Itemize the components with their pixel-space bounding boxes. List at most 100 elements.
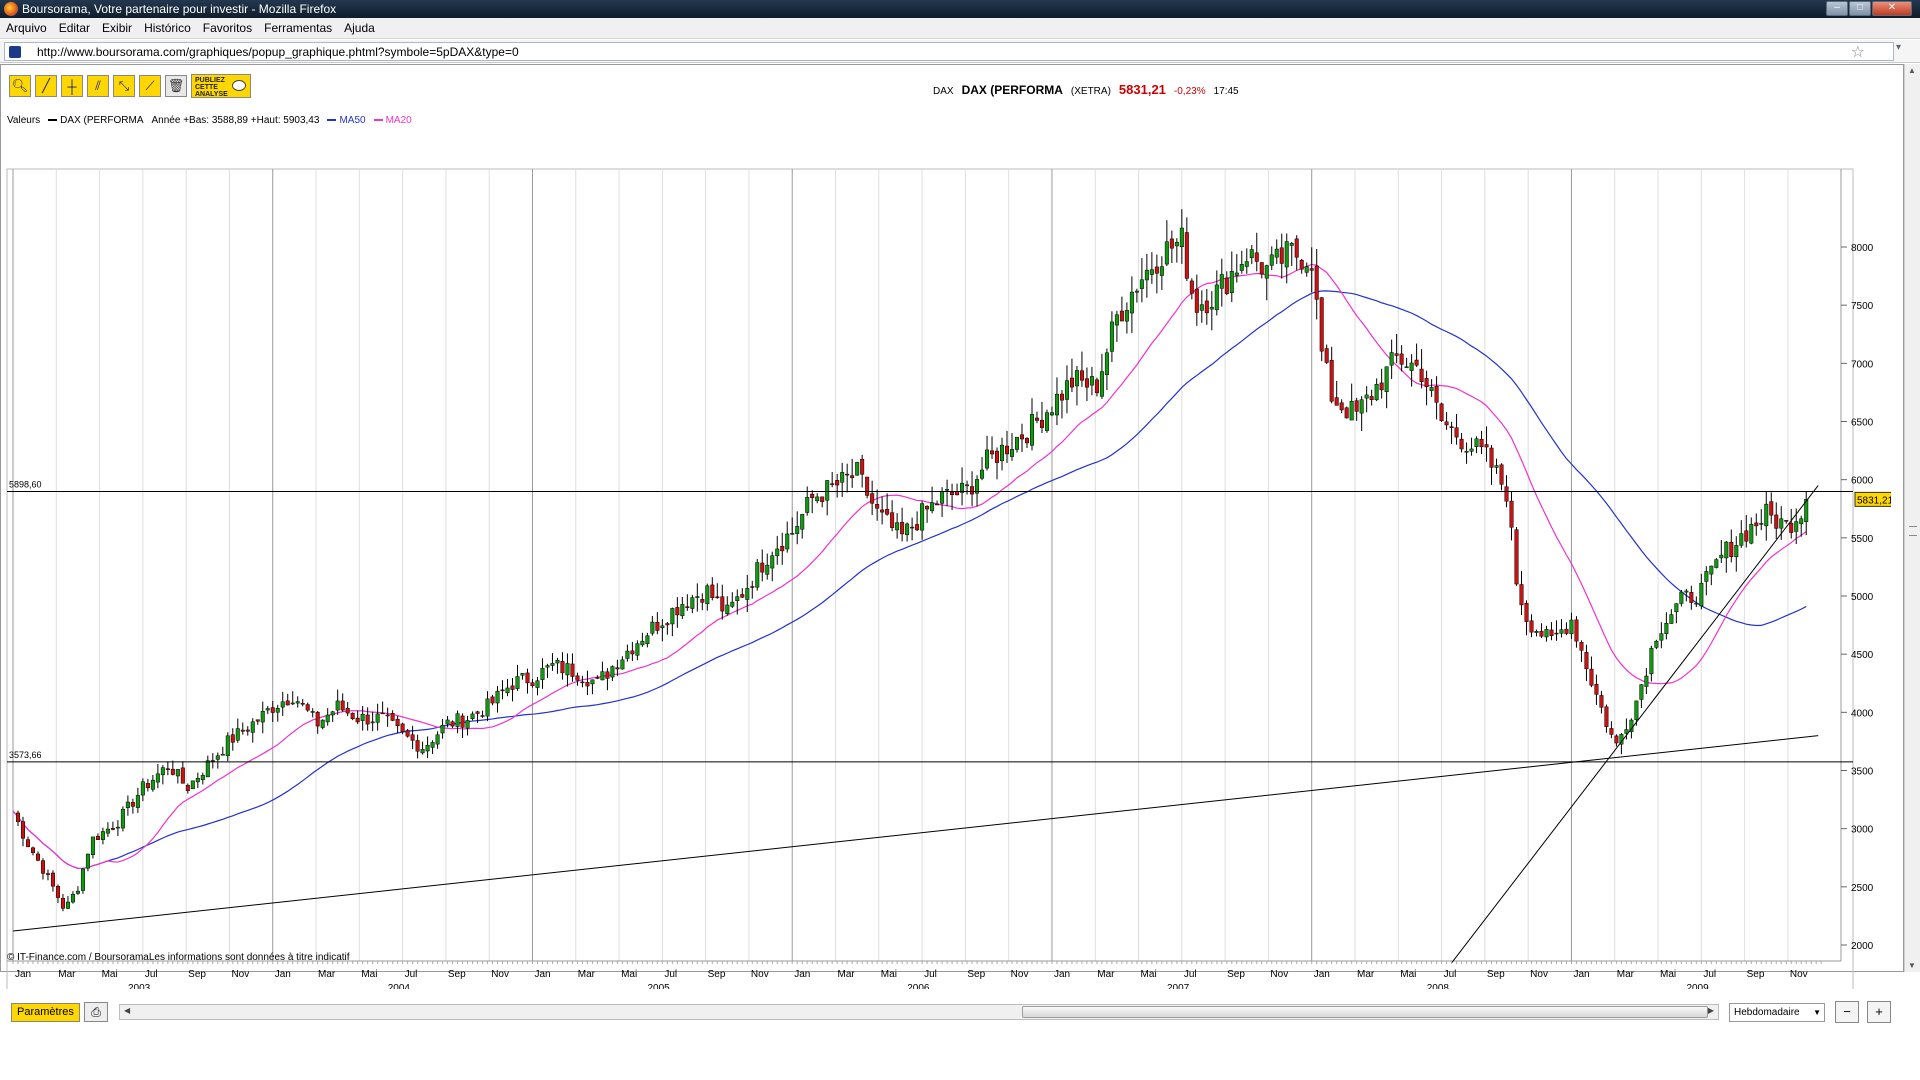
- scroll-right-icon[interactable]: ▶: [1707, 1006, 1714, 1015]
- scroll-thumb[interactable]: [1022, 1006, 1708, 1018]
- bookmark-star-icon[interactable]: ☆: [1850, 44, 1865, 61]
- zoom-in-icon[interactable]: +: [1867, 1001, 1891, 1023]
- menu-ferramentas[interactable]: Ferramentas: [264, 21, 333, 35]
- candle-body: [820, 496, 825, 502]
- url-text[interactable]: http://www.boursorama.com/graphiques/pop…: [37, 45, 519, 59]
- print-icon[interactable]: ⎙: [84, 1002, 108, 1022]
- menu-editar[interactable]: Editar: [58, 21, 91, 35]
- x-tick-label: Nov: [231, 969, 249, 980]
- scroll-down-icon[interactable]: ▼: [1908, 961, 1916, 970]
- candle-body: [1094, 379, 1099, 394]
- candle-body: [1769, 501, 1774, 516]
- candle-body: [1119, 310, 1124, 322]
- candle-body: [220, 753, 225, 756]
- close-button[interactable]: ✕: [1872, 1, 1912, 16]
- candle-body: [385, 714, 390, 717]
- candle-body: [650, 621, 655, 634]
- parallel-lines-icon[interactable]: ⟋: [139, 75, 161, 97]
- window-titlebar: Boursorama, Votre partenaire pour invest…: [0, 0, 1920, 18]
- period-select[interactable]: Hebdomadaire ▼: [1729, 1003, 1825, 1022]
- candle-body: [1739, 533, 1744, 546]
- candle-body: [1329, 360, 1334, 402]
- trend-channel-icon[interactable]: ⫽: [87, 75, 109, 97]
- candle-body: [810, 493, 815, 499]
- year-label: 2005: [647, 983, 670, 989]
- window-dropdown-icon[interactable]: ▾: [1896, 42, 1902, 53]
- legend-ma20: MA20: [373, 115, 412, 126]
- candle-body: [905, 523, 910, 536]
- scroll-grip[interactable]: [1909, 526, 1917, 536]
- trash-icon[interactable]: 🗑︎: [165, 75, 187, 97]
- parameters-button[interactable]: Paramètres: [11, 1003, 80, 1022]
- y-tick-label: 4000: [1851, 708, 1874, 719]
- candle-body: [655, 621, 660, 631]
- candle-body: [1354, 400, 1359, 412]
- horizontal-line-icon[interactable]: ┼: [61, 75, 83, 97]
- candle-body: [1624, 729, 1629, 734]
- candle-body: [325, 714, 330, 723]
- maximize-button[interactable]: □: [1849, 1, 1871, 16]
- candle-body: [845, 473, 850, 476]
- menu-arquivo[interactable]: Arquivo: [6, 21, 47, 35]
- candle-body: [1469, 448, 1474, 452]
- candle-body: [1424, 378, 1429, 388]
- period-select-value: Hebdomadaire: [1734, 1007, 1800, 1018]
- candle-body: [620, 659, 625, 670]
- candle-body: [970, 486, 975, 495]
- candle-body: [500, 689, 505, 692]
- y-tick-label: 8000: [1851, 243, 1874, 254]
- candle-body: [1444, 421, 1449, 426]
- candle-body: [340, 700, 345, 711]
- candle-body: [1464, 451, 1469, 453]
- publish-analysis-button[interactable]: PUBLIEZ CETTE ANALYSE: [191, 74, 251, 98]
- chevron-down-icon: ▼: [1813, 1008, 1821, 1017]
- menu-historico[interactable]: Histórico: [144, 21, 191, 35]
- candle-body: [1189, 280, 1194, 294]
- chart-horizontal-scrollbar[interactable]: ◀ ▶: [119, 1004, 1719, 1020]
- url-field[interactable]: http://www.boursorama.com/graphiques/pop…: [4, 42, 1894, 61]
- zoom-out-icon[interactable]: −: [1835, 1001, 1859, 1023]
- candle-body: [1804, 499, 1809, 522]
- candle-body: [125, 801, 130, 808]
- page-vertical-scrollbar[interactable]: ▲ ▼: [1904, 64, 1920, 972]
- legend-valeurs: Valeurs: [7, 115, 41, 126]
- minimize-button[interactable]: –: [1826, 1, 1848, 16]
- candle-body: [1399, 353, 1404, 365]
- candle-body: [1594, 684, 1599, 695]
- fibonacci-icon[interactable]: ⤡: [113, 75, 135, 97]
- candle-body: [525, 672, 530, 684]
- candle-body: [595, 677, 600, 679]
- quote-change: -0,23%: [1173, 86, 1206, 97]
- x-tick-label: Nov: [1790, 969, 1808, 980]
- candle-body: [370, 721, 375, 724]
- candle-body: [485, 698, 490, 717]
- draw-line-icon[interactable]: ╱: [35, 75, 57, 97]
- price-chart[interactable]: 2000 2500 3000 3500 4000 4500 5000 5500 6000 6500…: [1, 129, 1891, 989]
- candle-body: [255, 719, 260, 722]
- scroll-up-icon[interactable]: ▲: [1908, 66, 1916, 75]
- x-tick-label: Jul: [405, 969, 418, 980]
- candle-body: [535, 680, 540, 688]
- menu-exibir[interactable]: Exibir: [102, 21, 133, 35]
- candle-body: [840, 472, 845, 483]
- x-tick-label: Sep: [1747, 969, 1765, 980]
- x-tick-label: Jan: [534, 969, 550, 980]
- scroll-left-icon[interactable]: ◀: [124, 1006, 131, 1015]
- year-label: 2003: [128, 983, 151, 989]
- candle-body: [1634, 700, 1639, 720]
- candle-body: [1114, 314, 1119, 326]
- candle-body: [880, 509, 885, 513]
- x-tick-label: Mar: [1617, 969, 1635, 980]
- zoom-tool-icon[interactable]: 🔍︎: [9, 75, 31, 97]
- x-tick-label: Sep: [708, 969, 726, 980]
- candle-body: [1129, 291, 1134, 314]
- candle-body: [435, 734, 440, 745]
- candle-body: [1459, 438, 1464, 450]
- menu-favoritos[interactable]: Favoritos: [202, 21, 253, 35]
- y-tick-label: 5000: [1851, 592, 1874, 603]
- menu-ajuda[interactable]: Ajuda: [344, 21, 375, 35]
- chart-footer: Paramètres ⎙ ◀ ▶ Hebdomadaire ▼ − +: [1, 1000, 1905, 1026]
- candle-body: [65, 901, 70, 909]
- candle-body: [25, 839, 30, 847]
- candle-body: [1104, 352, 1109, 375]
